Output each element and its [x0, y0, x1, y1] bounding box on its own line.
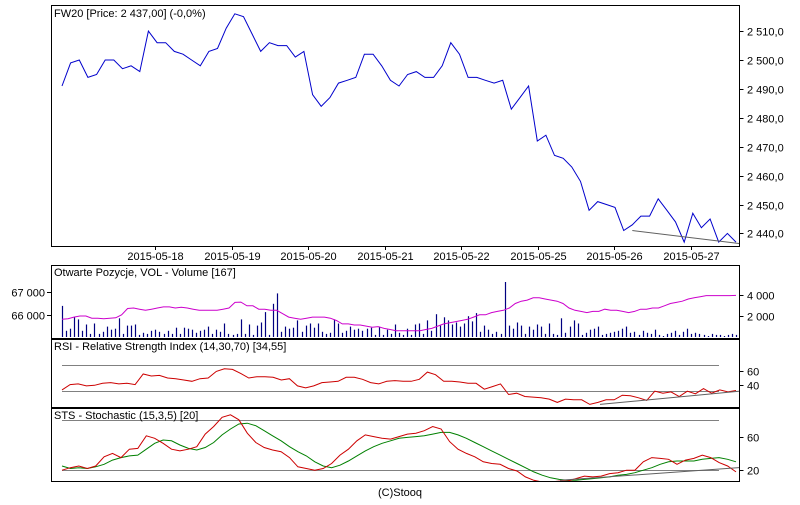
axes-layer: 2 440,0 2 450,0 2 460,0 2 470,0 2 480,0 2 490… — [11, 27, 783, 478]
date-tick-label: 2015-05-25 — [510, 251, 566, 263]
price-plot-area — [61, 13, 739, 245]
price-y-tick-label: 2 490,0 — [747, 85, 784, 97]
rsi-panel-frame — [51, 339, 740, 408]
price-y-tick-label: 2 510,0 — [747, 27, 784, 39]
volume-tick-label: 2 000 — [747, 312, 775, 324]
volume-plot-area — [61, 282, 738, 337]
price-trendline — [632, 230, 739, 245]
stoch-d-line — [61, 422, 737, 481]
oi-tick-label: 67 000 — [11, 288, 45, 300]
oi-tick-label: 66 000 — [11, 311, 45, 323]
sts-plot-area — [61, 414, 739, 481]
rsi-tick-label: 40 — [747, 381, 759, 393]
price-panel-frame — [51, 5, 740, 247]
date-tick-label: 2015-05-19 — [204, 251, 260, 263]
rsi-panel-title: RSI - Relative Strength Index (14,30,70)… — [54, 341, 286, 353]
price-y-tick-label: 2 470,0 — [747, 143, 784, 155]
price-line — [61, 13, 737, 244]
date-tick-label: 2015-05-27 — [663, 251, 719, 263]
price-y-tick-label: 2 440,0 — [747, 229, 784, 241]
rsi-plot-area — [61, 365, 739, 405]
date-tick-label: 2015-05-18 — [127, 251, 183, 263]
date-tick-label: 2015-05-21 — [357, 251, 413, 263]
volume-tick-label: 4 000 — [747, 291, 775, 303]
date-tick-label: 2015-05-20 — [280, 251, 336, 263]
rsi-tick-label: 60 — [747, 367, 759, 379]
price-y-tick-label: 2 450,0 — [747, 201, 784, 213]
volume-panel-frame — [51, 265, 740, 339]
sts-trendline — [559, 467, 739, 481]
price-y-tick-label: 2 460,0 — [747, 172, 784, 184]
stoch-k-line — [61, 414, 737, 481]
sts-panel-frame — [51, 408, 740, 482]
rsi-trendline — [599, 390, 739, 405]
price-y-tick-label: 2 500,0 — [747, 56, 784, 68]
footer-copyright: (C)Stooq — [378, 487, 422, 499]
price-panel-title: FW20 [Price: 2 437,00] (-0,0%) — [54, 8, 206, 20]
open-interest-line — [61, 294, 737, 332]
sts-tick-label: 60 — [747, 433, 759, 445]
rsi-line — [61, 368, 737, 405]
volume-panel-title: Otwarte Pozycje, VOL - Volume [167] — [54, 267, 236, 279]
price-y-tick-label: 2 480,0 — [747, 114, 784, 126]
sts-tick-label: 20 — [747, 466, 759, 478]
date-tick-label: 2015-05-22 — [433, 251, 489, 263]
date-tick-label: 2015-05-26 — [586, 251, 642, 263]
sts-panel-title: STS - Stochastic (15,3,5) [20] — [54, 410, 198, 422]
